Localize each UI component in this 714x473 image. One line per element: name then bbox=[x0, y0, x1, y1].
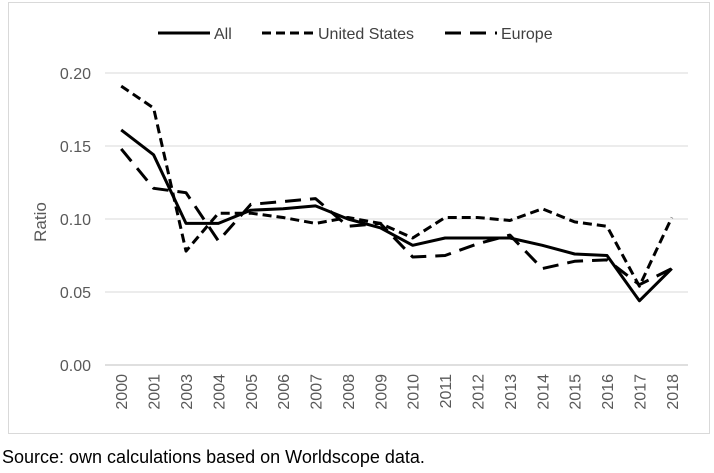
x-tick-label: 2013 bbox=[503, 374, 520, 410]
series-line-united-states bbox=[120, 84, 674, 288]
legend-label-united-states: United States bbox=[318, 26, 414, 43]
x-tick-label: 2011 bbox=[438, 374, 455, 409]
x-tick-label: 2001 bbox=[147, 374, 164, 410]
y-tick-label: 0.00 bbox=[60, 358, 91, 375]
series-line-all bbox=[120, 128, 673, 303]
x-tick-label: 2016 bbox=[600, 374, 617, 410]
x-tick-label: 2009 bbox=[373, 374, 390, 410]
chart-frame bbox=[8, 2, 710, 434]
grid-lines bbox=[105, 72, 688, 366]
series-line-europe bbox=[120, 147, 673, 287]
x-tick-label: 2018 bbox=[665, 374, 682, 410]
x-tick-labels: 2000 2001 2003 2004 2005 2006 2007 2008 2009 2010… bbox=[114, 374, 682, 410]
x-tick-label: 2012 bbox=[470, 374, 487, 410]
x-tick-label: 2007 bbox=[309, 374, 326, 410]
x-tick-label: 2014 bbox=[535, 374, 552, 410]
legend-label-all: All bbox=[214, 26, 232, 43]
legend-label-europe: Europe bbox=[501, 26, 553, 43]
x-tick-label: 2015 bbox=[568, 374, 585, 410]
x-tick-label: 2008 bbox=[341, 374, 358, 410]
x-tick-label: 2004 bbox=[211, 374, 228, 410]
source-note: Source: own calculations based on Worlds… bbox=[2, 447, 425, 467]
legend: All United States Europe bbox=[158, 26, 553, 43]
line-chart: 0.000.050.100.150.20 2000 2001 2003 2004 200… bbox=[31, 26, 688, 410]
y-tick-labels: 0.00 0.05 0.10 0.15 0.20 bbox=[60, 66, 91, 375]
y-tick-label: 0.20 bbox=[60, 66, 91, 83]
x-tick-label: 2003 bbox=[179, 374, 196, 410]
series-lines bbox=[120, 84, 674, 303]
x-tick-label: 2006 bbox=[276, 374, 293, 410]
x-tick-label: 2000 bbox=[114, 374, 131, 410]
y-tick-label: 0.10 bbox=[60, 212, 91, 229]
y-tick-label: 0.15 bbox=[60, 139, 91, 156]
x-tick-label: 2005 bbox=[244, 374, 261, 410]
x-tick-label: 2010 bbox=[406, 374, 423, 410]
y-tick-label: 0.05 bbox=[60, 285, 91, 302]
y-axis-title: Ratio bbox=[31, 202, 50, 242]
x-tick-label: 2017 bbox=[632, 374, 649, 410]
